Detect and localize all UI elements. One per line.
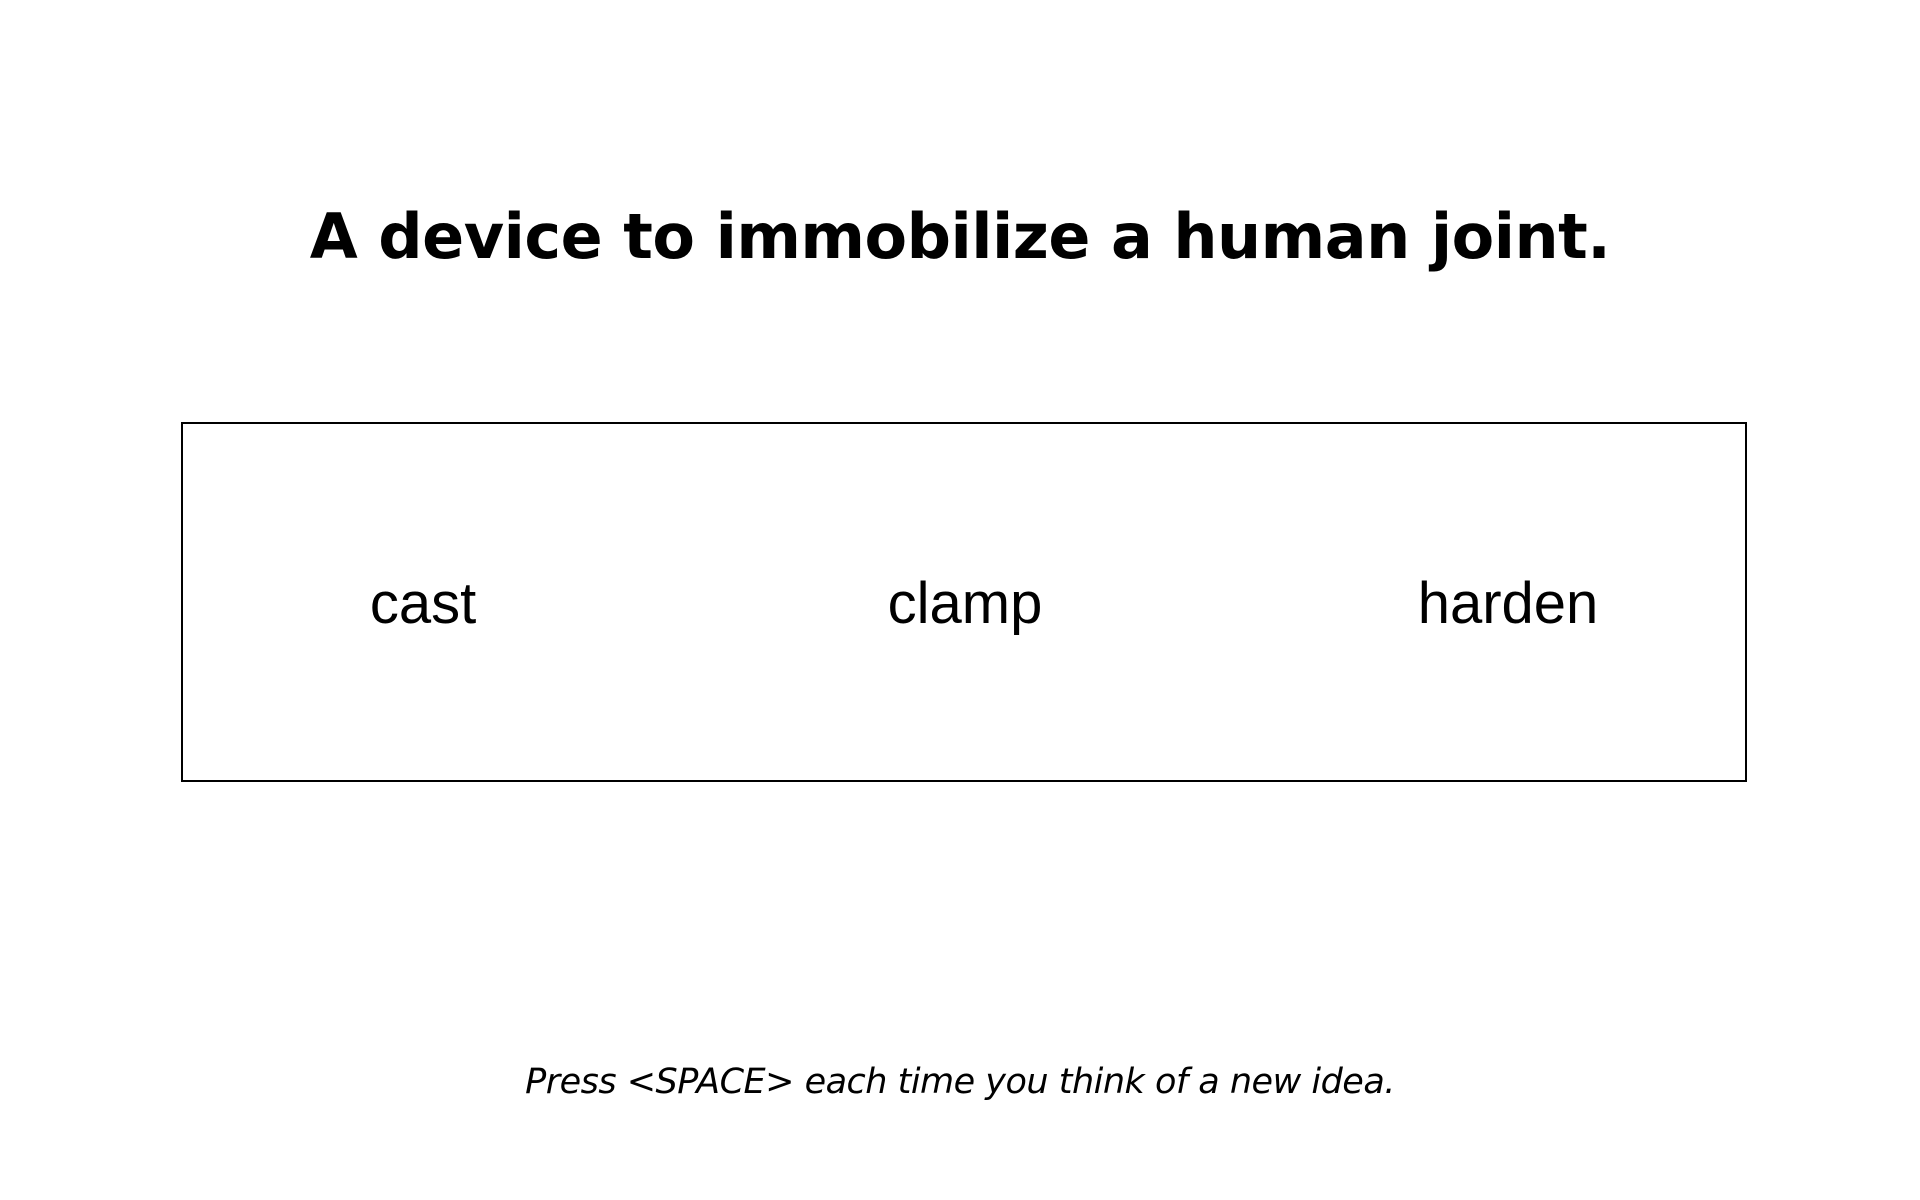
word-item-harden: harden: [1417, 571, 1599, 636]
word-item-clamp: clamp: [887, 571, 1043, 636]
prompt-text: A device to immobilize a human joint.: [309, 200, 1611, 273]
word-item-cast: cast: [369, 571, 477, 636]
word-display-box: cast clamp harden: [181, 422, 1747, 782]
instruction-text: Press <SPACE> each time you think of a n…: [525, 1062, 1395, 1102]
